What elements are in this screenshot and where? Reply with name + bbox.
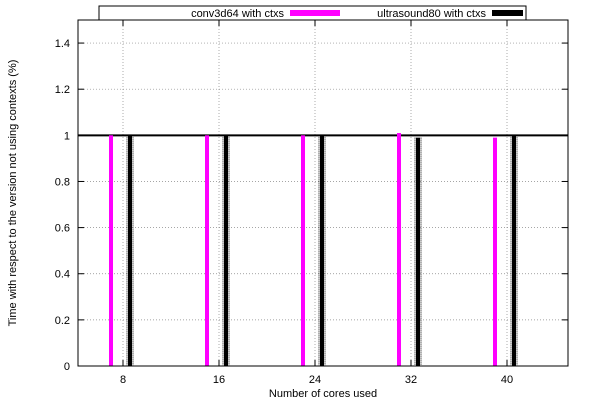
y-tick-label: 0.2 <box>55 315 70 327</box>
y-tick-label: 1.4 <box>55 38 70 50</box>
bar-fill <box>416 137 420 366</box>
bar-fill <box>109 135 113 366</box>
grid-lines <box>78 20 568 367</box>
bar-fill <box>224 135 228 366</box>
legend-label: ultrasound80 with ctxs <box>377 8 486 20</box>
x-tick-label: 16 <box>213 374 225 386</box>
bar <box>510 135 518 366</box>
x-axis: 8 16 24 32 40 <box>120 20 513 386</box>
bar <box>205 135 209 366</box>
bar-fill <box>128 135 132 366</box>
y-tick-label: 0.4 <box>55 269 70 281</box>
bar <box>222 135 230 366</box>
bar <box>397 133 401 366</box>
bar-fill <box>301 135 305 366</box>
legend: conv3d64 with ctxs ultrasound80 with ctxs <box>98 5 527 21</box>
y-tick-label: 0 <box>64 361 70 373</box>
x-tick-label: 8 <box>120 374 126 386</box>
legend-swatch <box>492 10 523 16</box>
bars-group <box>109 133 518 366</box>
y-tick-label: 1 <box>64 130 70 142</box>
y-axis: 0 0.2 0.4 0.6 0.8 1 1.2 1.4 <box>55 38 568 373</box>
x-tick-label: 24 <box>309 374 321 386</box>
x-tick-label: 32 <box>405 374 417 386</box>
x-axis-label: Number of cores used <box>269 388 377 400</box>
x-tick-label: 40 <box>501 374 513 386</box>
legend-swatch <box>290 10 340 16</box>
bar-fill <box>397 133 401 366</box>
y-tick-label: 0.8 <box>55 176 70 188</box>
bar-fill <box>512 135 516 366</box>
bar-fill <box>320 135 324 366</box>
bar <box>126 135 134 366</box>
bar <box>493 137 497 366</box>
bar <box>318 135 326 366</box>
bar <box>414 137 422 366</box>
legend-label: conv3d64 with ctxs <box>191 8 284 20</box>
y-tick-label: 0.6 <box>55 223 70 235</box>
bar <box>301 135 305 366</box>
y-axis-label: Time with respect to the version not usi… <box>7 60 19 327</box>
bar-fill <box>205 135 209 366</box>
bar-fill <box>493 137 497 366</box>
bar <box>109 135 113 366</box>
y-tick-label: 1.2 <box>55 84 70 96</box>
